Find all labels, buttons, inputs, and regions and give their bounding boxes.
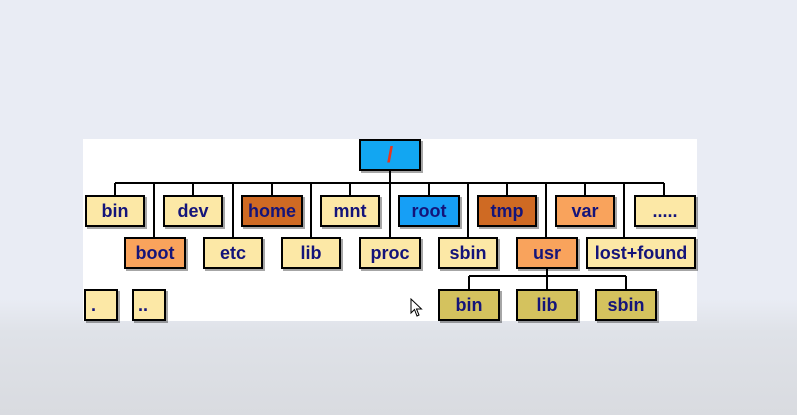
node-proc: proc: [359, 237, 421, 269]
node-root: root: [398, 195, 460, 227]
node-tmp: tmp: [477, 195, 537, 227]
node-boot: boot: [124, 237, 186, 269]
node-usr-bin: bin: [438, 289, 500, 321]
node-sbin: sbin: [438, 237, 498, 269]
node-lib: lib: [281, 237, 341, 269]
node-ellipsis: .....: [634, 195, 696, 227]
tree-connectors: [114, 171, 665, 289]
node-dev: dev: [163, 195, 223, 227]
node-dot: .: [84, 289, 118, 321]
node-etc: etc: [203, 237, 263, 269]
node-root-slash: /: [359, 139, 421, 171]
node-usr-lib: lib: [516, 289, 578, 321]
node-var: var: [555, 195, 615, 227]
diagram-slide: / bin dev home mnt root tmp var ..... bo…: [83, 139, 697, 321]
node-lost-found: lost+found: [586, 237, 696, 269]
node-dotdot: ..: [132, 289, 166, 321]
node-bin: bin: [85, 195, 145, 227]
node-root-label: /: [386, 142, 394, 167]
node-home: home: [241, 195, 303, 227]
node-usr-sbin: sbin: [595, 289, 657, 321]
node-mnt: mnt: [320, 195, 380, 227]
mouse-pointer-icon: [410, 298, 423, 317]
node-usr: usr: [516, 237, 578, 269]
